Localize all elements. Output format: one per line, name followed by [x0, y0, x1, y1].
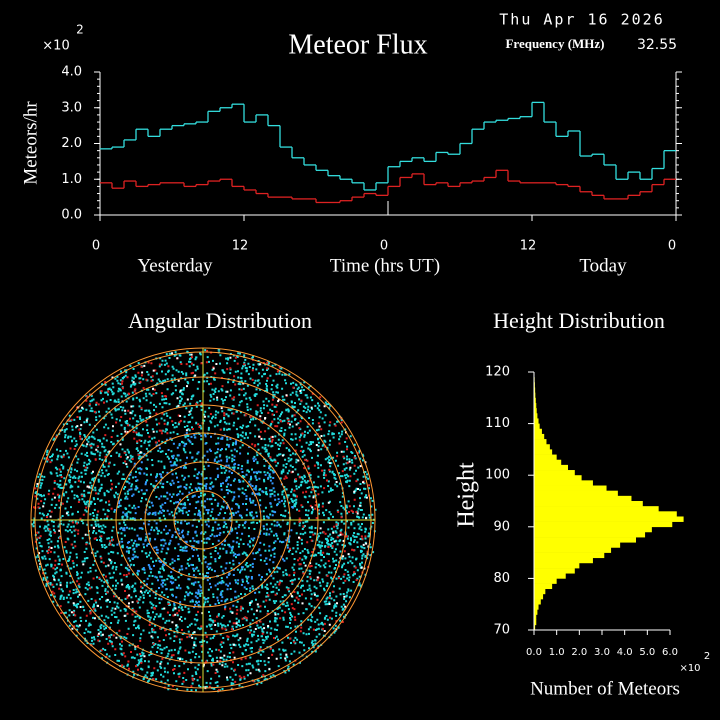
x-multiplier-exp: 2 — [704, 651, 710, 662]
histogram-bar — [534, 444, 550, 450]
histogram-bar — [534, 428, 542, 435]
histogram-bar — [534, 433, 545, 440]
histogram-bar — [534, 614, 537, 620]
histogram-bar — [534, 511, 677, 517]
x-multiplier: ×10 — [679, 663, 700, 674]
histogram-bar — [534, 578, 557, 584]
y-multiplier: ×10 — [42, 39, 69, 54]
histogram-bar — [534, 506, 659, 512]
histogram-bar — [534, 624, 536, 631]
histogram-bar — [534, 537, 636, 543]
x-tick-label: 0 — [668, 239, 676, 254]
histogram-bar — [534, 402, 537, 409]
x-tick-label: 3.0 — [594, 647, 610, 658]
x-axis-label: Time (hrs UT) — [330, 255, 440, 276]
histogram-bar — [534, 573, 566, 579]
histogram-bar — [534, 418, 539, 424]
histogram-bar — [534, 464, 568, 471]
histogram-bar — [534, 449, 553, 455]
y-tick-label: 2.0 — [61, 136, 82, 151]
y-tick-label: 1.0 — [61, 172, 82, 187]
date: Thu Apr 16 2026 — [499, 11, 664, 29]
histogram-bar — [534, 562, 580, 569]
histogram-bar — [534, 454, 557, 461]
y-tick-label: 110 — [485, 416, 510, 431]
sky-texture — [31, 348, 377, 693]
histogram-bar — [534, 599, 541, 605]
histogram-bar — [534, 392, 536, 399]
y-tick-label: 70 — [493, 623, 510, 638]
x-tick-label: 0 — [92, 239, 100, 254]
histogram-bar — [534, 526, 652, 533]
chart-title: Meteor Flux — [288, 29, 427, 60]
y-tick-label: 4.0 — [61, 65, 82, 80]
y-tick-label: 3.0 — [61, 100, 82, 115]
y-tick-label: 90 — [493, 519, 510, 534]
histogram-bar — [534, 604, 539, 610]
frequency: 32.55 — [637, 37, 677, 53]
histogram-bar — [534, 475, 582, 481]
histogram-bar — [534, 480, 593, 486]
histogram-bar — [534, 521, 673, 528]
histogram-bar — [534, 516, 684, 522]
histogram-bar — [534, 459, 562, 466]
histogram-bar — [534, 593, 544, 600]
histogram-y-label: Height — [454, 462, 480, 528]
y-tick-label: 80 — [493, 571, 510, 586]
histogram-bar — [534, 547, 612, 553]
histogram-bar — [534, 619, 537, 626]
x-tick-label: 0.0 — [526, 647, 542, 658]
histogram-bar — [534, 583, 553, 590]
x-tick-label: 2.0 — [571, 647, 587, 658]
y-axis-label: Meteors/hr — [20, 101, 41, 185]
y-tick-label: 0.0 — [61, 208, 82, 223]
x-right-label: Today — [579, 255, 627, 276]
y-multiplier-exp: 2 — [76, 23, 84, 37]
x-tick-label: 0 — [380, 239, 388, 254]
histogram-bar — [534, 387, 536, 393]
histogram-x-label: Number of Meteors — [530, 678, 680, 699]
polar-title: Angular Distribution — [128, 308, 312, 333]
x-left-label: Yesterday — [137, 255, 213, 276]
histogram-bar — [534, 501, 643, 507]
x-tick-label: 12 — [520, 239, 537, 254]
x-tick-label: 1.0 — [549, 647, 565, 658]
y-tick-label: 100 — [485, 468, 510, 483]
histogram-bar — [534, 568, 575, 574]
histogram-bar — [534, 542, 621, 548]
histogram-bar — [534, 609, 538, 615]
histogram-bar — [534, 588, 546, 595]
histogram-bar — [534, 439, 547, 445]
histogram-bar — [534, 413, 538, 419]
histogram-bar — [534, 423, 540, 430]
x-tick-label: 4.0 — [617, 647, 633, 658]
histogram-bar — [534, 552, 605, 559]
x-tick-label: 12 — [232, 239, 249, 254]
histogram-bar — [534, 397, 536, 404]
frequency-label: Frequency (MHz) — [505, 36, 604, 51]
histogram-bar — [534, 408, 537, 414]
histogram-bar — [534, 470, 575, 476]
histogram-bar — [534, 485, 607, 491]
x-tick-label: 6.0 — [662, 647, 678, 658]
histogram-bar — [534, 557, 593, 564]
x-tick-label: 5.0 — [639, 647, 655, 658]
histogram-bar — [534, 531, 646, 538]
histogram-title: Height Distribution — [493, 308, 665, 333]
y-tick-label: 120 — [485, 365, 510, 380]
histogram-bar — [534, 490, 618, 497]
histogram-bar — [534, 495, 632, 502]
